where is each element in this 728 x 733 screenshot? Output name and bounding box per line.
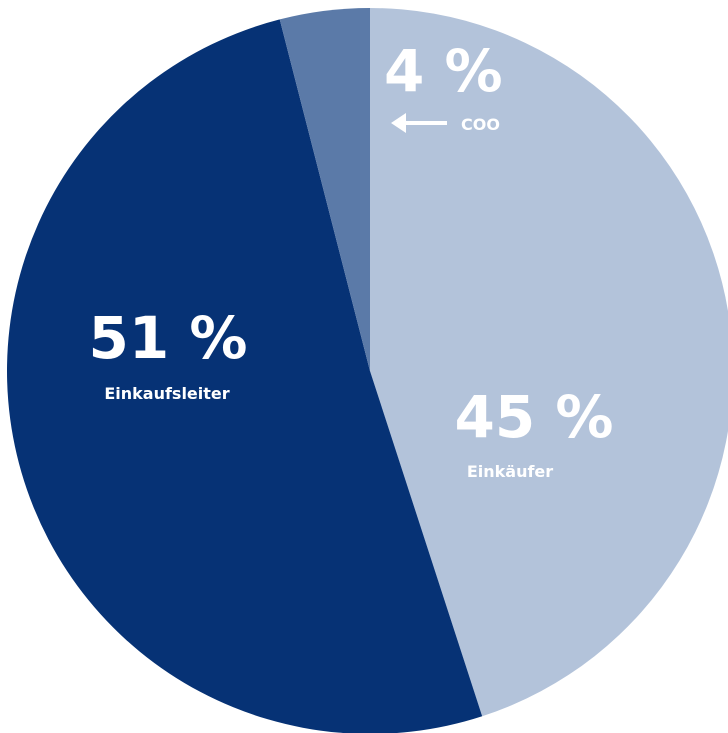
pie-slice-coo [279, 8, 370, 371]
arrow-left-icon [391, 113, 447, 133]
slice-value-label-einkaufsleiter: 51 % [88, 304, 247, 372]
pie-slice-eink-ufer [370, 8, 728, 717]
slice-category-label-einkaufsleiter: Einkaufsleiter [104, 384, 229, 403]
slice-category-label-einkaeufer: Einkäufer [467, 462, 553, 481]
slice-category-label-coo: COO [461, 115, 500, 134]
slices-layer [7, 8, 728, 733]
slice-value-label-coo: 4 % [384, 37, 503, 105]
pie-slice-einkaufsleiter [7, 19, 483, 733]
slice-value-label-einkaeufer: 45 % [454, 383, 613, 451]
